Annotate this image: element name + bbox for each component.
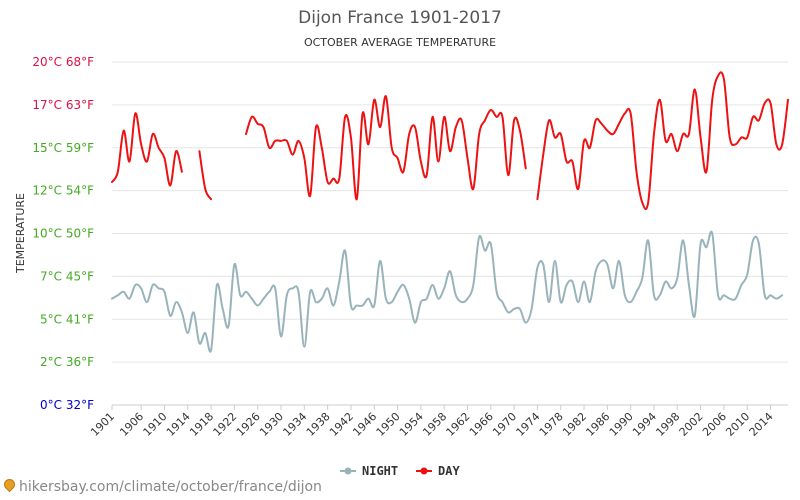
series-night-line-0 bbox=[111, 230, 784, 353]
x-tick-label: 1982 bbox=[560, 410, 589, 439]
x-tick-label: 2010 bbox=[723, 410, 752, 439]
x-tick-label: 1978 bbox=[537, 410, 566, 439]
legend-marker bbox=[344, 467, 352, 475]
legend-label: NIGHT bbox=[362, 464, 398, 478]
y-tick-label: 2°C 36°F bbox=[40, 355, 94, 369]
series-day-line-1 bbox=[198, 150, 213, 201]
source-link[interactable]: hikersbay.com/climate/october/france/dij… bbox=[1, 476, 322, 495]
legend-item-day[interactable]: DAY bbox=[416, 464, 460, 478]
gridlines bbox=[112, 61, 788, 406]
x-tick-label: 1970 bbox=[490, 410, 519, 439]
x-tick-label: 2006 bbox=[700, 410, 729, 439]
chart-title: Dijon France 1901-2017 bbox=[298, 8, 502, 28]
x-tick-label: 1930 bbox=[257, 410, 286, 439]
x-tick-label: 1910 bbox=[141, 410, 170, 439]
y-axis-label: TEMPERATURE bbox=[14, 193, 27, 274]
x-tick-label: 1938 bbox=[304, 410, 333, 439]
series-day-line-0 bbox=[111, 112, 183, 187]
source-link-text[interactable]: hikersbay.com/climate/october/france/dij… bbox=[19, 479, 322, 495]
y-axis-ticks: 0°C 32°F 2°C 36°F 5°C 41°F 7°C 45°F 10°C 50°… bbox=[32, 55, 94, 412]
chart-subtitle: OCTOBER AVERAGE TEMPERATURE bbox=[304, 36, 496, 49]
y-tick-label: 15°C 59°F bbox=[32, 141, 94, 155]
x-tick-label: 1998 bbox=[653, 410, 682, 439]
x-tick-label: 1962 bbox=[444, 410, 473, 439]
x-tick-label: 1901 bbox=[88, 410, 117, 439]
series-day-line-2 bbox=[245, 95, 527, 201]
x-tick-label: 1950 bbox=[374, 410, 403, 439]
series-day bbox=[111, 71, 789, 211]
x-tick-label: 1906 bbox=[117, 410, 146, 439]
legend-item-night[interactable]: NIGHT bbox=[340, 464, 398, 478]
y-tick-label: 10°C 50°F bbox=[32, 227, 94, 241]
legend-marker bbox=[420, 467, 428, 475]
x-tick-label: 1914 bbox=[164, 410, 193, 439]
x-tick-label: 1986 bbox=[583, 410, 612, 439]
x-tick-label: 1926 bbox=[234, 410, 263, 439]
series-night bbox=[111, 230, 784, 353]
x-tick-label: 1918 bbox=[187, 410, 216, 439]
y-tick-label: 12°C 54°F bbox=[32, 184, 94, 198]
x-tick-label: 2014 bbox=[747, 410, 776, 439]
series-day-line-3 bbox=[536, 71, 789, 211]
location-pin-icon bbox=[1, 476, 18, 493]
x-tick-label: 1942 bbox=[327, 410, 356, 439]
y-tick-label: 20°C 68°F bbox=[32, 55, 94, 69]
x-tick-label: 1966 bbox=[467, 410, 496, 439]
y-tick-label: 0°C 32°F bbox=[40, 398, 94, 412]
x-tick-label: 2002 bbox=[677, 410, 706, 439]
x-tick-label: 1946 bbox=[350, 410, 379, 439]
legend-label: DAY bbox=[438, 464, 460, 478]
y-tick-label: 17°C 63°F bbox=[32, 98, 94, 112]
x-tick-label: 1954 bbox=[397, 410, 426, 439]
legend[interactable]: NIGHT DAY bbox=[340, 464, 460, 478]
y-tick-label: 7°C 45°F bbox=[40, 269, 94, 283]
series-lines bbox=[111, 71, 789, 353]
x-tick-label: 1994 bbox=[630, 410, 659, 439]
x-tick-label: 1974 bbox=[514, 410, 543, 439]
y-tick-label: 5°C 41°F bbox=[40, 312, 94, 326]
x-axis-ticks: 1901 190619101914191819221926193019341938… bbox=[88, 404, 788, 439]
x-tick-label: 1990 bbox=[607, 410, 636, 439]
x-tick-label: 1922 bbox=[211, 410, 240, 439]
x-tick-label: 1958 bbox=[420, 410, 449, 439]
x-tick-label: 1934 bbox=[280, 410, 309, 439]
